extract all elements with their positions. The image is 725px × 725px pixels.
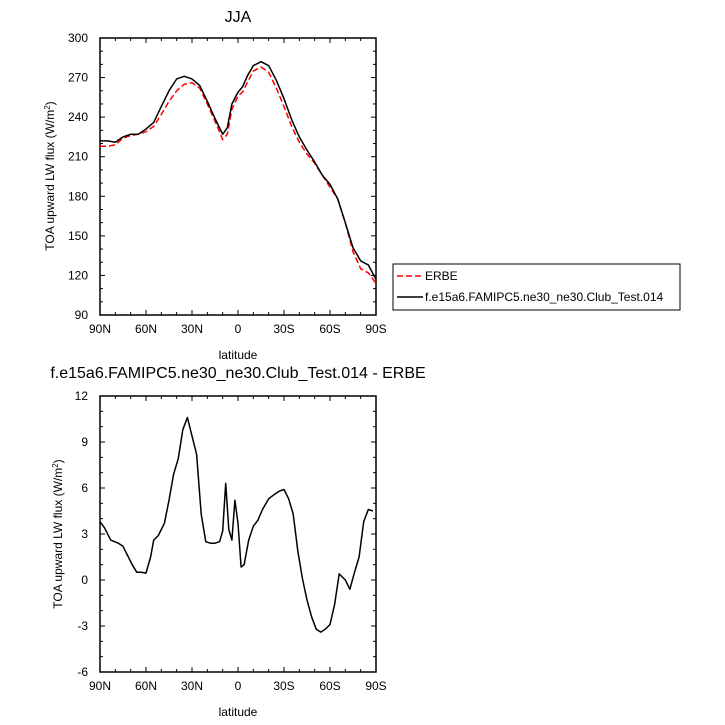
x-tick-label: 90S <box>365 679 386 693</box>
y-tick-label: 150 <box>68 229 88 243</box>
y-tick-label: 9 <box>81 435 88 449</box>
y-tick-label: 12 <box>75 389 89 403</box>
y-tick-label: -3 <box>77 619 88 633</box>
top-chart-title: JJA <box>225 9 252 26</box>
series-line-f-e15a6-famipc5-ne30-ne30-club-test-014 <box>100 60 377 280</box>
x-tick-label: 0 <box>235 322 242 336</box>
x-tick-label: 60S <box>319 322 340 336</box>
bottom-x-axis-label: latitude <box>219 705 258 719</box>
bottom-panel: f.e15a6.FAMIPC5.ne30_ne30.Club_Test.014 … <box>50 365 425 719</box>
x-tick-label: 90N <box>89 679 111 693</box>
x-tick-label: 30S <box>273 322 294 336</box>
x-tick-label: 60N <box>135 322 157 336</box>
y-tick-label: 300 <box>68 31 88 45</box>
x-tick-label: 30N <box>181 322 203 336</box>
x-tick-label: 30S <box>273 679 294 693</box>
y-tick-label: 210 <box>68 150 88 164</box>
top-plot-frame <box>99 37 377 316</box>
legend: ERBE f.e15a6.FAMIPC5.ne30_ne30.Club_Test… <box>392 263 681 311</box>
top-y-axis-label: TOA upward LW flux (W/m2) <box>43 101 57 250</box>
x-tick-label: 30N <box>181 679 203 693</box>
x-tick-label: 90N <box>89 322 111 336</box>
x-tick-label: 60S <box>319 679 340 693</box>
y-tick-label: 3 <box>81 527 88 541</box>
legend-box <box>392 263 681 311</box>
y-tick-label: 0 <box>81 573 88 587</box>
x-tick-label: 0 <box>235 679 242 693</box>
y-tick-label: -6 <box>77 665 88 679</box>
x-tick-label: 60N <box>135 679 157 693</box>
y-tick-label: 6 <box>81 481 88 495</box>
series-line-erbe <box>100 66 377 284</box>
bottom-plot-frame <box>99 395 377 673</box>
y-tick-label: 270 <box>68 71 88 85</box>
bottom-y-axis-label: TOA upward LW flux (W/m2) <box>51 459 65 608</box>
y-tick-label: 180 <box>68 189 88 203</box>
top-panel: JJA 90N 60N 30N 0 30S 60S 90S 90 120 150 180 210 240… <box>43 9 681 362</box>
legend-label-erbe: ERBE <box>425 269 458 283</box>
series-line-difference <box>99 416 374 633</box>
x-tick-label: 90S <box>365 322 386 336</box>
legend-label-model: f.e15a6.FAMIPC5.ne30_ne30.Club_Test.014 <box>425 290 663 304</box>
top-x-axis-label: latitude <box>219 348 258 362</box>
y-tick-label: 120 <box>68 268 88 282</box>
bottom-chart-title: f.e15a6.FAMIPC5.ne30_ne30.Club_Test.014 … <box>50 365 425 382</box>
y-tick-label: 240 <box>68 110 88 124</box>
y-tick-label: 90 <box>75 308 89 322</box>
